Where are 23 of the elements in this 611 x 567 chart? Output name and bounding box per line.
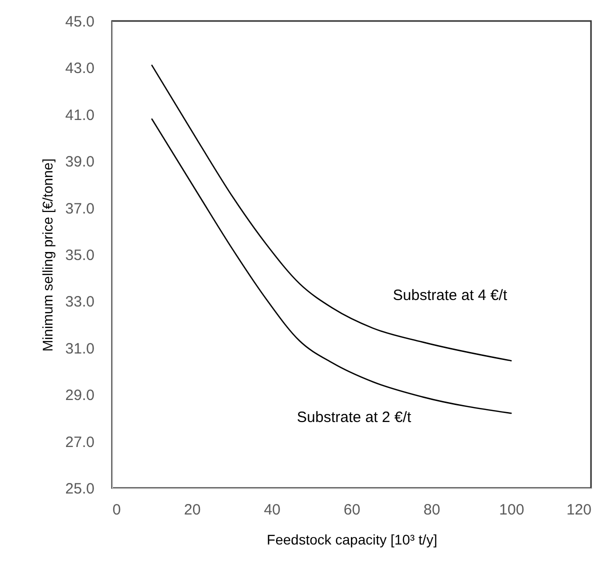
x-tick-label: 40 (264, 502, 281, 518)
x-tick-label: 20 (184, 502, 201, 518)
y-axis-title: Minimum selling price [€/tonne] (39, 158, 56, 352)
y-tick-label: 27.0 (65, 434, 94, 451)
y-tick-label: 39.0 (65, 154, 94, 171)
y-tick-label: 41.0 (65, 106, 94, 124)
x-axis-title: Feedstock capacity [10³ t/y] (266, 532, 438, 548)
x-tick-label: 80 (423, 502, 440, 518)
x-tick-label: 60 (344, 502, 360, 518)
y-tick-label: 25.0 (65, 480, 94, 498)
y-tick-label: 31.0 (65, 340, 94, 358)
y-tick-label: 43.0 (65, 60, 94, 78)
line-series (151, 64, 512, 362)
annotation: Substrate at 2 €/t (296, 409, 412, 426)
annotation: Substrate at 4 €/t (392, 287, 508, 304)
y-tick-label: 29.0 (65, 387, 94, 404)
y-tick-label: 37.0 (65, 200, 94, 218)
y-tick-label: 45.0 (65, 14, 94, 30)
x-tick-label: 100 (499, 502, 524, 518)
x-tick-label: 120 (566, 502, 592, 518)
x-tick-label: 0 (112, 502, 121, 518)
y-tick-label: 33.0 (65, 294, 94, 311)
y-tick-label: 35.0 (65, 247, 94, 264)
